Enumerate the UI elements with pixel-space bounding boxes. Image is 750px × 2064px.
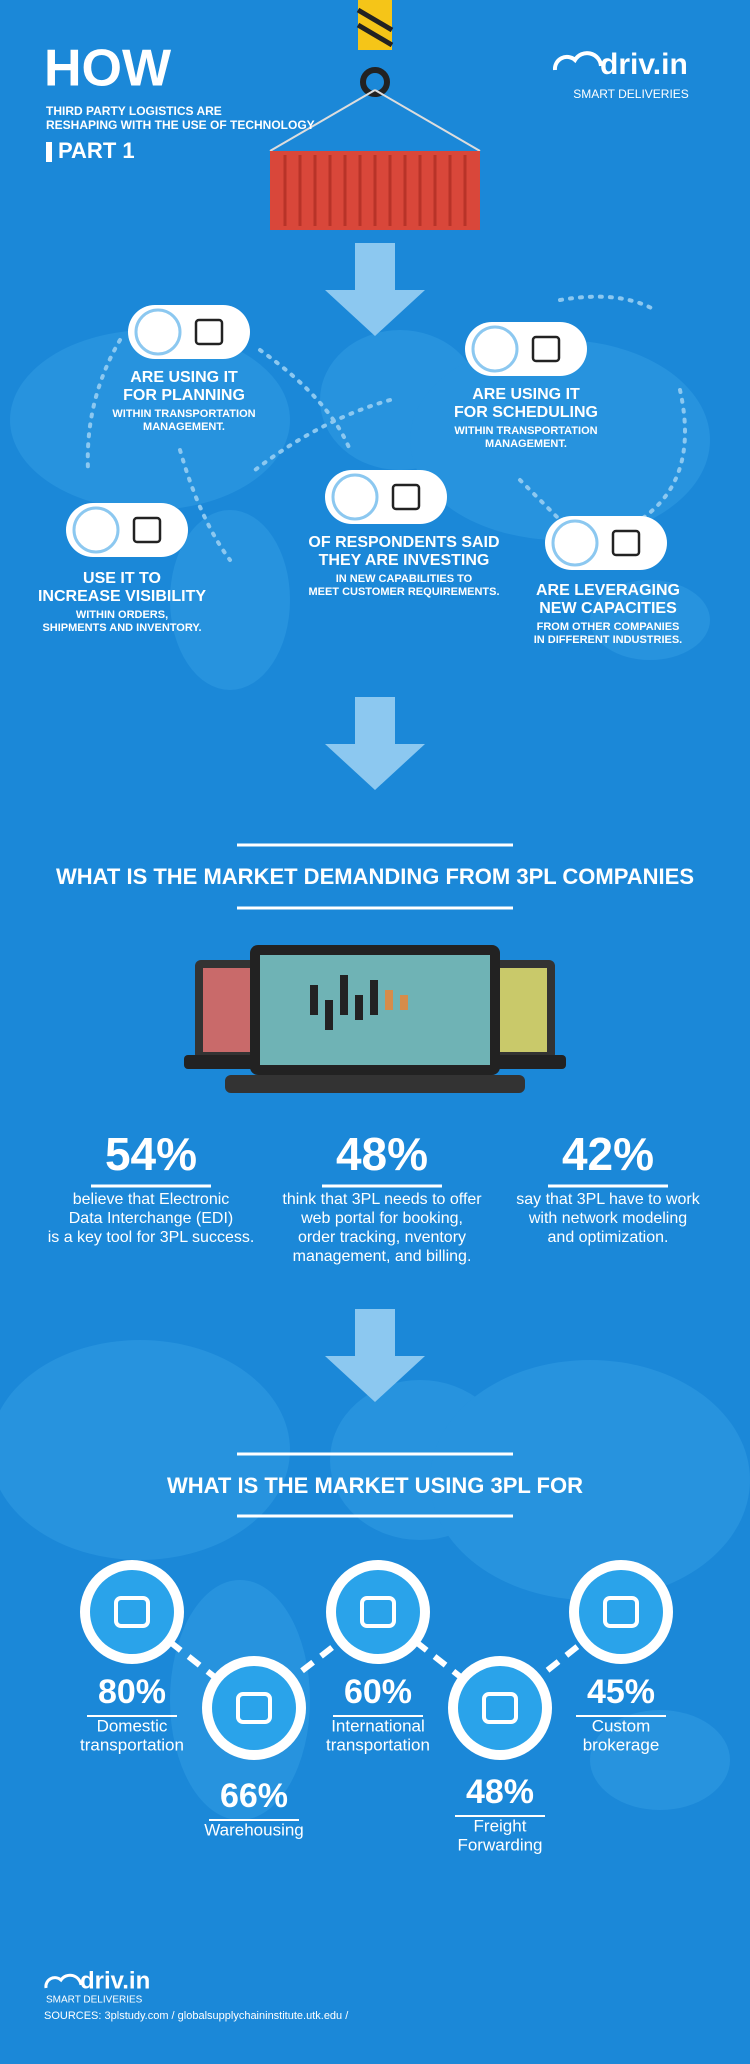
badge-value: 40% [142, 324, 174, 341]
logo-name: driv.in [600, 48, 688, 81]
usage-value: 48% [466, 1773, 534, 1811]
laptop-illustration [184, 945, 566, 1093]
badge-ring [134, 308, 182, 356]
stat-text: THEY ARE INVESTING [319, 552, 490, 569]
stat-text: OF RESPONDENTS SAID [308, 534, 499, 551]
usage-text: Freight [474, 1816, 527, 1835]
badge-value: 58% [339, 489, 371, 506]
stat-text: FROM OTHER COMPANIES [537, 621, 680, 633]
part-label: PART 1 [58, 138, 135, 163]
sources: SOURCES: 3plstudy.com / globalsupplychai… [44, 2010, 349, 2022]
stat-text: with network modeling [528, 1210, 687, 1227]
usage-text: Custom [592, 1716, 651, 1735]
usage-icon [482, 1692, 518, 1724]
stat-value: 42% [562, 1128, 654, 1180]
footer-tagline: SMART DELIVERIES [46, 1995, 143, 2006]
logo-tagline: SMART DELIVERIES [573, 87, 689, 101]
stat-text: WITHIN ORDERS, [76, 609, 168, 621]
stat-text: Data Interchange (EDI) [69, 1210, 234, 1227]
subtitle: RESHAPING WITH THE USE OF TECHNOLOGY [46, 118, 315, 132]
stat-text: is a key tool for 3PL success. [48, 1229, 255, 1246]
usage-circle-inner [579, 1570, 663, 1654]
stat-text: management, and billing. [293, 1248, 472, 1265]
usage-icon [360, 1596, 396, 1628]
usage-icon [236, 1692, 272, 1724]
stat-text: MANAGEMENT. [143, 421, 225, 433]
stat-text: FOR SCHEDULING [454, 404, 598, 421]
stat-text: think that 3PL needs to offer [282, 1191, 482, 1208]
part-marker [46, 142, 52, 162]
section-title: WHAT IS THE MARKET DEMANDING FROM 3PL CO… [56, 864, 694, 889]
badge-ring [72, 506, 120, 554]
stat-text: ARE LEVERAGING [536, 582, 680, 599]
dotted-paths [85, 294, 687, 562]
stat-text: ARE USING IT [472, 386, 580, 403]
subtitle: THIRD PARTY LOGISTICS ARE [46, 104, 222, 118]
section-title: WHAT IS THE MARKET USING 3PL FOR [167, 1473, 583, 1498]
usage-text: Domestic [97, 1716, 168, 1735]
usage-text: transportation [326, 1735, 430, 1754]
stat-value: 54% [105, 1128, 197, 1180]
usage-icon [114, 1596, 150, 1628]
badge-icon [132, 516, 162, 544]
stat-text: believe that Electronic [73, 1191, 230, 1208]
stat-text: say that 3PL have to work [516, 1191, 701, 1208]
stat-text: and optimization. [548, 1229, 669, 1246]
usage-circle-inner [336, 1570, 420, 1654]
usage-text: brokerage [583, 1735, 660, 1754]
usage-text: transportation [80, 1735, 184, 1754]
usage-circle-inner [90, 1570, 174, 1654]
usage-text: Warehousing [204, 1820, 304, 1839]
badge-value: 48% [479, 341, 511, 358]
stat-text: INCREASE VISIBILITY [38, 588, 206, 605]
usage-text: Forwarding [457, 1835, 542, 1854]
badge-icon [531, 335, 561, 363]
stat-text: MANAGEMENT. [485, 438, 567, 450]
usage-value: 66% [220, 1777, 288, 1815]
logo-icon [44, 1973, 83, 1989]
stat-text: order tracking, nventory [298, 1229, 466, 1246]
divider-lines [237, 843, 513, 1518]
stat-text: MEET CUSTOMER REQUIREMENTS. [308, 586, 499, 598]
usage-value: 80% [98, 1673, 166, 1711]
badge-ring [331, 473, 379, 521]
usage-value: 45% [587, 1673, 655, 1711]
title: HOW [44, 40, 172, 98]
stat-text: USE IT TO [83, 570, 161, 587]
stat-text: SHIPMENTS AND INVENTORY. [42, 622, 201, 634]
stat-text: FOR PLANNING [123, 387, 245, 404]
usage-text: International [331, 1716, 425, 1735]
container-illustration [269, 0, 481, 230]
usage-circle-inner [212, 1666, 296, 1750]
logo-icon [552, 51, 603, 71]
usage-icon [603, 1596, 639, 1628]
badge-icon [611, 529, 641, 557]
badge-value: 40% [559, 535, 591, 552]
usage-circle-inner [458, 1666, 542, 1750]
stat-text: WITHIN TRANSPORTATION [454, 425, 597, 437]
badge-value: 60% [80, 522, 112, 539]
stat-text: IN NEW CAPABILITIES TO [336, 573, 473, 585]
badge-icon [194, 318, 224, 346]
footer-logo-name: driv.in [80, 1967, 150, 1994]
world-map [0, 330, 750, 1820]
stat-text: NEW CAPACITIES [539, 600, 677, 617]
badge-icon [391, 483, 421, 511]
stat-text: web portal for booking, [300, 1210, 463, 1227]
stat-value: 48% [336, 1128, 428, 1180]
badge-ring [471, 325, 519, 373]
stat-text: IN DIFFERENT INDUSTRIES. [534, 634, 683, 646]
arrows [325, 243, 425, 1402]
stat-text: ARE USING IT [130, 369, 238, 386]
usage-value: 60% [344, 1673, 412, 1711]
stat-text: WITHIN TRANSPORTATION [112, 408, 255, 420]
badge-ring [551, 519, 599, 567]
